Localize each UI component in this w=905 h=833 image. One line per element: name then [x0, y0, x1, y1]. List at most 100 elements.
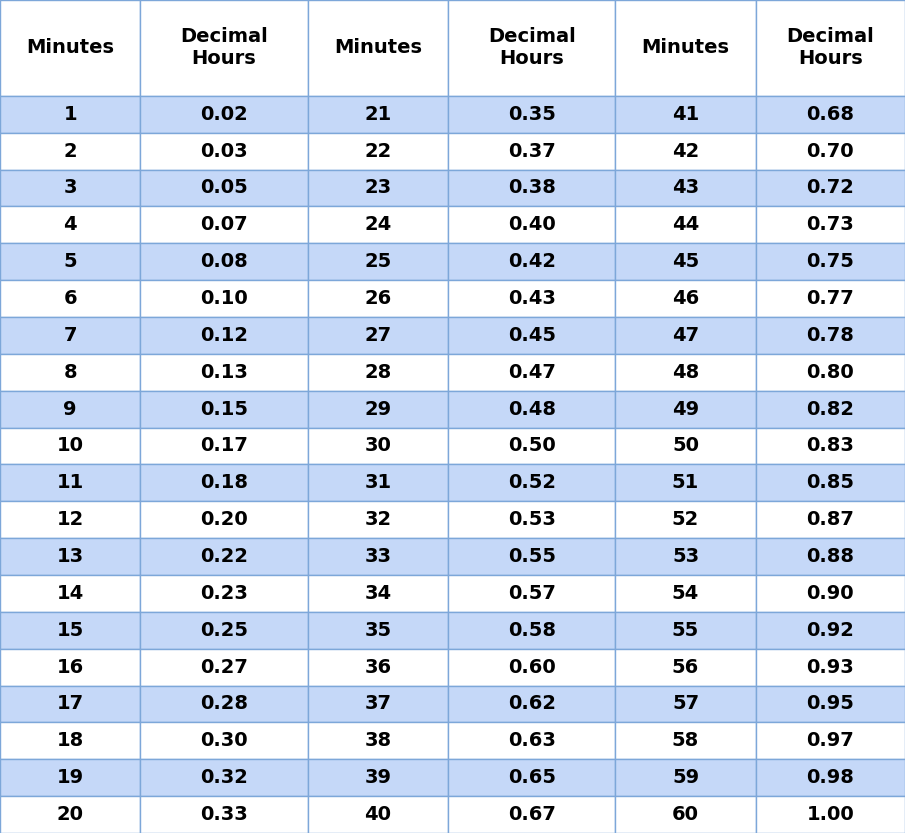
Text: 0.07: 0.07 [200, 215, 248, 234]
Text: 0.22: 0.22 [200, 547, 248, 566]
Text: 41: 41 [672, 105, 700, 124]
Bar [0, 354, 140, 391]
Text: 34: 34 [365, 584, 391, 603]
Bar [308, 354, 448, 391]
Bar [448, 207, 615, 243]
Bar [308, 538, 448, 575]
Bar [0, 611, 140, 649]
Text: 0.42: 0.42 [508, 252, 556, 272]
Text: 0.27: 0.27 [200, 657, 248, 676]
Text: 1.00: 1.00 [806, 805, 854, 824]
Bar [448, 354, 615, 391]
Text: 32: 32 [365, 510, 391, 529]
Text: 9: 9 [63, 400, 77, 419]
Bar [615, 575, 756, 611]
Bar [308, 170, 448, 207]
Text: 8: 8 [63, 362, 77, 382]
Text: 4: 4 [63, 215, 77, 234]
Text: 56: 56 [672, 657, 700, 676]
Text: 18: 18 [56, 731, 84, 751]
Text: 0.60: 0.60 [508, 657, 556, 676]
Bar [615, 317, 756, 354]
Bar [615, 391, 756, 427]
Text: 0.87: 0.87 [806, 510, 854, 529]
Text: 0.38: 0.38 [508, 178, 556, 197]
Text: 58: 58 [672, 731, 700, 751]
Bar [448, 760, 615, 796]
Bar [448, 465, 615, 501]
Bar [448, 686, 615, 722]
Bar [140, 760, 308, 796]
Bar [0, 465, 140, 501]
Bar [756, 538, 905, 575]
Bar [0, 0, 140, 96]
Text: 0.10: 0.10 [200, 289, 248, 308]
Text: 36: 36 [365, 657, 391, 676]
Bar [756, 317, 905, 354]
Bar [756, 0, 905, 96]
Text: 0.28: 0.28 [200, 695, 248, 714]
Bar [140, 243, 308, 280]
Bar [0, 686, 140, 722]
Text: Decimal
Hours: Decimal Hours [488, 27, 576, 68]
Bar [448, 170, 615, 207]
Text: 0.70: 0.70 [806, 142, 854, 161]
Text: 0.35: 0.35 [508, 105, 556, 124]
Text: 26: 26 [364, 289, 392, 308]
Text: 0.32: 0.32 [200, 768, 248, 787]
Text: 0.62: 0.62 [508, 695, 556, 714]
Bar [0, 575, 140, 611]
Text: 24: 24 [364, 215, 392, 234]
Text: 0.03: 0.03 [200, 142, 248, 161]
Bar [0, 796, 140, 833]
Text: 42: 42 [672, 142, 700, 161]
Bar [756, 391, 905, 427]
Text: 27: 27 [365, 326, 391, 345]
Bar [756, 760, 905, 796]
Bar [448, 391, 615, 427]
Bar [756, 611, 905, 649]
Text: 15: 15 [56, 621, 84, 640]
Bar [615, 96, 756, 132]
Text: 0.75: 0.75 [806, 252, 854, 272]
Bar [308, 427, 448, 465]
Bar [0, 243, 140, 280]
Text: 6: 6 [63, 289, 77, 308]
Bar [308, 575, 448, 611]
Text: 47: 47 [672, 326, 699, 345]
Bar [0, 317, 140, 354]
Bar [615, 760, 756, 796]
Text: 46: 46 [672, 289, 700, 308]
Bar [615, 427, 756, 465]
Text: 0.23: 0.23 [200, 584, 248, 603]
Text: 25: 25 [364, 252, 392, 272]
Text: Minutes: Minutes [334, 38, 422, 57]
Text: 0.85: 0.85 [806, 473, 854, 492]
Text: 30: 30 [365, 436, 391, 456]
Bar [140, 354, 308, 391]
Bar [448, 96, 615, 132]
Text: 0.53: 0.53 [508, 510, 556, 529]
Text: 29: 29 [365, 400, 391, 419]
Bar [448, 649, 615, 686]
Bar [308, 132, 448, 170]
Text: 0.48: 0.48 [508, 400, 556, 419]
Text: 44: 44 [672, 215, 700, 234]
Bar [756, 132, 905, 170]
Bar [0, 207, 140, 243]
Bar [448, 280, 615, 317]
Bar [0, 132, 140, 170]
Text: 23: 23 [365, 178, 391, 197]
Text: 40: 40 [365, 805, 391, 824]
Text: 12: 12 [56, 510, 84, 529]
Text: 0.73: 0.73 [806, 215, 854, 234]
Text: 28: 28 [364, 362, 392, 382]
Bar [0, 538, 140, 575]
Text: 11: 11 [56, 473, 84, 492]
Bar [140, 0, 308, 96]
Text: 0.13: 0.13 [200, 362, 248, 382]
Bar [615, 132, 756, 170]
Text: 0.67: 0.67 [508, 805, 556, 824]
Text: 0.92: 0.92 [806, 621, 854, 640]
Bar [615, 465, 756, 501]
